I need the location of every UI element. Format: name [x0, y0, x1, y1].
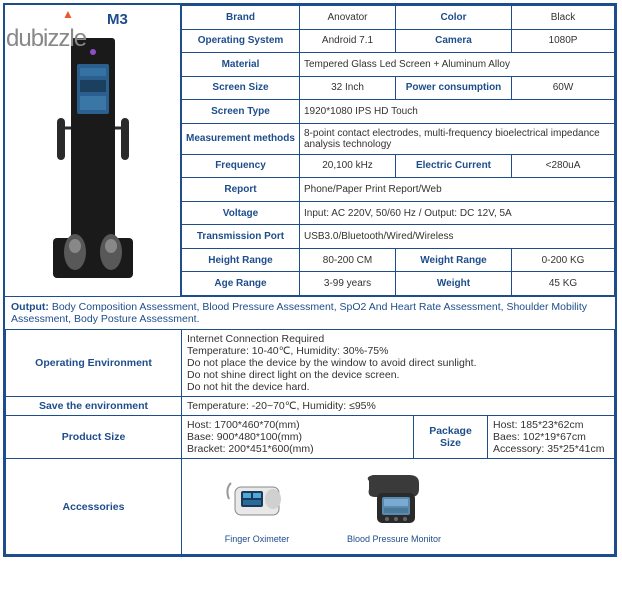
table-row: Operating Environment Internet Connectio… [6, 330, 615, 397]
os-value: Android 7.1 [300, 29, 396, 53]
accessories-cell: Finger Oximeter Blo [182, 459, 615, 555]
current-value: <280uA [512, 154, 615, 178]
oximeter-icon [217, 469, 297, 529]
table-row: Measurement methods 8-point contact elec… [182, 123, 615, 154]
bottom-table: Operating Environment Internet Connectio… [5, 329, 615, 555]
material-value: Tempered Glass Led Screen + Aluminum All… [300, 53, 615, 77]
camera-value: 1080P [512, 29, 615, 53]
spec-sheet: M3 [3, 3, 617, 557]
screensize-value: 32 Inch [300, 76, 396, 100]
specifications-table: Brand Anovator Color Black Operating Sys… [181, 5, 615, 296]
frequency-value: 20,100 kHz [300, 154, 396, 178]
bpmonitor-icon [349, 469, 439, 529]
material-label: Material [182, 53, 300, 77]
report-value: Phone/Paper Print Report/Web [300, 178, 615, 202]
bpmonitor-label: Blood Pressure Monitor [347, 534, 441, 544]
pkgsize-value: Host: 185*23*62cm Baes: 102*19*67cm Acce… [488, 416, 615, 459]
flame-icon: ▲ [62, 7, 73, 21]
screensize-label: Screen Size [182, 76, 300, 100]
prodsize-value: Host: 1700*460*70(mm) Base: 900*480*100(… [182, 416, 414, 459]
agerange-label: Age Range [182, 272, 300, 296]
table-row: Product Size Host: 1700*460*70(mm) Base:… [6, 416, 615, 459]
report-label: Report [182, 178, 300, 202]
weightrange-value: 0-200 KG [512, 248, 615, 272]
heightrange-value: 80-200 CM [300, 248, 396, 272]
output-section: Output: Body Composition Assessment, Blo… [5, 296, 615, 329]
table-row: Screen Type 1920*1080 IPS HD Touch [182, 100, 615, 124]
agerange-value: 3-99 years [300, 272, 396, 296]
watermark-logo: ▲ dubizzle [6, 25, 86, 53]
transmission-label: Transmission Port [182, 225, 300, 249]
saveenv-label: Save the environment [6, 397, 182, 416]
screentype-label: Screen Type [182, 100, 300, 124]
measurement-label: Measurement methods [182, 123, 300, 154]
power-label: Power consumption [396, 76, 512, 100]
openv-value: Internet Connection Required Temperature… [182, 330, 615, 397]
camera-label: Camera [396, 29, 512, 53]
accessories-label: Accessories [6, 459, 182, 555]
device-illustration [33, 30, 153, 290]
prodsize-label: Product Size [6, 416, 182, 459]
table-row: Frequency 20,100 kHz Electric Current <2… [182, 154, 615, 178]
brand-label: Brand [182, 6, 300, 30]
table-row: Brand Anovator Color Black [182, 6, 615, 30]
oximeter-label: Finger Oximeter [217, 534, 297, 544]
table-row: Transmission Port USB3.0/Bluetooth/Wired… [182, 225, 615, 249]
weight-label: Weight [396, 272, 512, 296]
pkgsize-label: Package Size [414, 416, 488, 459]
color-label: Color [396, 6, 512, 30]
brand-value: Anovator [300, 6, 396, 30]
heightrange-label: Height Range [182, 248, 300, 272]
table-row: Save the environment Temperature: -20~70… [6, 397, 615, 416]
saveenv-value: Temperature: -20~70℃, Humidity: ≤95% [182, 397, 615, 416]
current-label: Electric Current [396, 154, 512, 178]
output-value: Body Composition Assessment, Blood Press… [11, 301, 587, 325]
accessory-oximeter: Finger Oximeter [217, 469, 297, 544]
table-row: Screen Size 32 Inch Power consumption 60… [182, 76, 615, 100]
weightrange-label: Weight Range [396, 248, 512, 272]
table-row: Operating System Android 7.1 Camera 1080… [182, 29, 615, 53]
voltage-value: Input: AC 220V, 50/60 Hz / Output: DC 12… [300, 201, 615, 225]
openv-label: Operating Environment [6, 330, 182, 397]
table-row: Material Tempered Glass Led Screen + Alu… [182, 53, 615, 77]
weight-value: 45 KG [512, 272, 615, 296]
table-row: Accessories Finger Oximeter [6, 459, 615, 555]
watermark-text: dubizzle [6, 25, 86, 52]
power-value: 60W [512, 76, 615, 100]
screentype-value: 1920*1080 IPS HD Touch [300, 100, 615, 124]
transmission-value: USB3.0/Bluetooth/Wired/Wireless [300, 225, 615, 249]
voltage-label: Voltage [182, 201, 300, 225]
table-row: Age Range 3-99 years Weight 45 KG [182, 272, 615, 296]
model-name: M3 [107, 11, 128, 28]
output-label: Output: [11, 301, 49, 313]
table-row: Voltage Input: AC 220V, 50/60 Hz / Outpu… [182, 201, 615, 225]
table-row: Height Range 80-200 CM Weight Range 0-20… [182, 248, 615, 272]
frequency-label: Frequency [182, 154, 300, 178]
accessory-bpmonitor: Blood Pressure Monitor [347, 469, 441, 544]
os-label: Operating System [182, 29, 300, 53]
measurement-value: 8-point contact electrodes, multi-freque… [300, 123, 615, 154]
color-value: Black [512, 6, 615, 30]
table-row: Report Phone/Paper Print Report/Web [182, 178, 615, 202]
